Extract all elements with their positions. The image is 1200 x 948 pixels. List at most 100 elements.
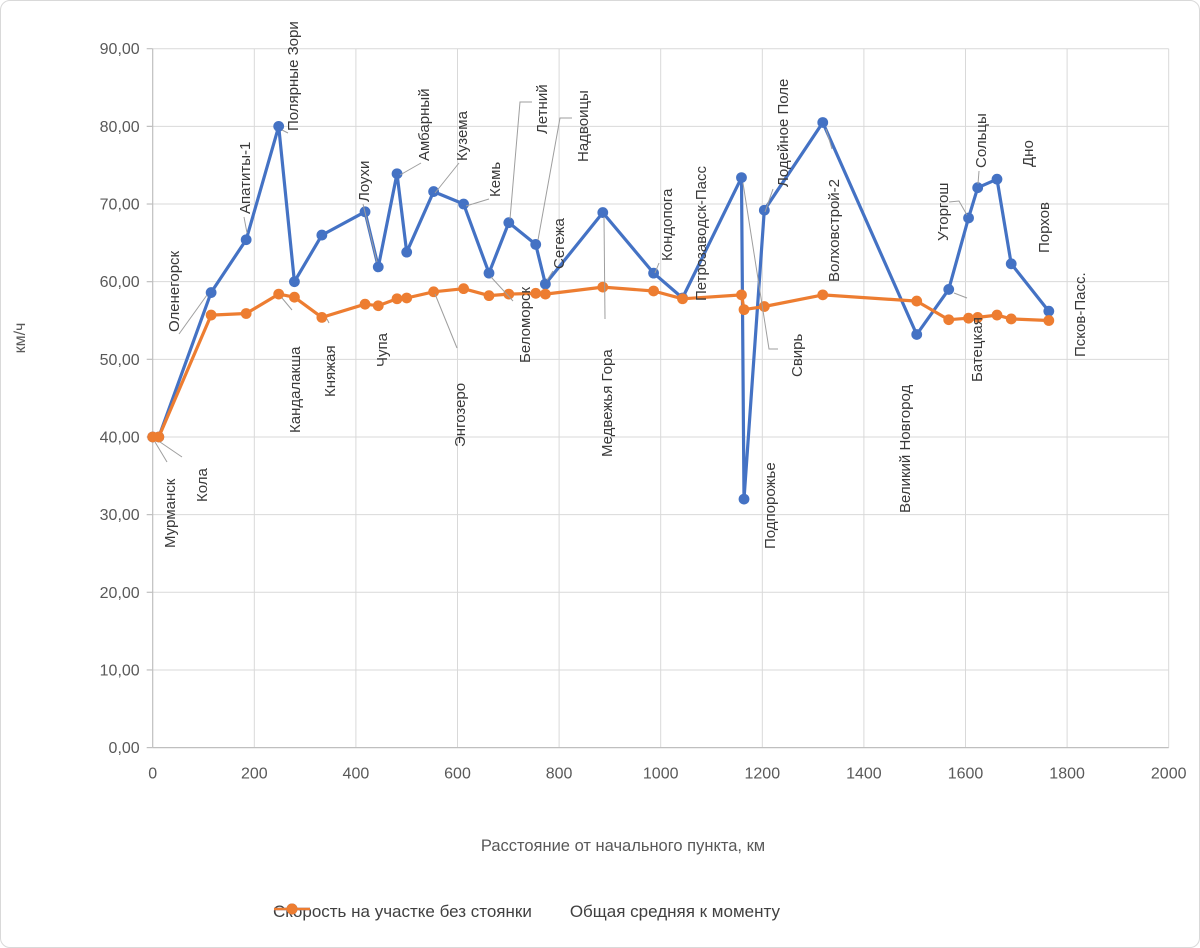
legend-item-average-speed: Общая средняя к моменту [274, 902, 780, 922]
station-label: Кондопога [659, 188, 676, 261]
data-point-marker [597, 207, 609, 218]
legend-marker-average-speed-icon [274, 903, 310, 915]
data-point-marker [911, 295, 923, 307]
data-point-marker [391, 168, 403, 180]
y-tick-label: 40,00 [100, 429, 140, 446]
data-point-marker [483, 290, 495, 302]
tick-labels: 0,00 10,00 20,00 30,00 40,00 50,00 60,00 70,00 8… [100, 41, 1187, 782]
station-label: Уторгош [935, 183, 952, 241]
y-tick-label: 0,00 [109, 740, 140, 757]
data-point-marker [1043, 305, 1055, 317]
station-label: Надвоицы [575, 90, 592, 162]
y-axis-title: км/ч [12, 322, 29, 354]
data-point-marker [391, 293, 403, 305]
y-tick-label: 60,00 [100, 274, 140, 291]
y-tick-label: 90,00 [100, 41, 140, 58]
data-point-marker [359, 298, 371, 310]
station-labels: Мурманск Кола Оленегорск Апатиты-1 Полярные … [162, 21, 1089, 549]
data-point-marker [205, 287, 217, 298]
data-point-marker [648, 267, 659, 279]
data-point-marker [963, 312, 974, 324]
data-point-marker [972, 311, 984, 323]
station-label: Порхов [1036, 202, 1053, 253]
x-tick-label: 200 [241, 766, 268, 783]
label-leader-lines [154, 101, 980, 463]
chart-legend: Скорость на участке без стоянки Общая ср… [273, 902, 780, 922]
data-point-marker [817, 289, 829, 301]
data-point-marker [428, 286, 440, 298]
station-label: Кемь [487, 162, 504, 197]
data-point-marker [736, 172, 747, 184]
station-label: Петрозаводск-Пасс [693, 166, 710, 301]
x-tick-label: 400 [343, 766, 370, 783]
x-tick-label: 1400 [846, 766, 882, 783]
y-tick-label: 50,00 [100, 352, 140, 369]
x-tick-label: 1200 [745, 766, 781, 783]
legend-label-average-speed: Общая средняя к моменту [569, 902, 780, 921]
data-point-marker [372, 261, 384, 273]
station-label: Сольцы [973, 113, 990, 168]
gridlines [152, 48, 1170, 748]
station-label: Оленегорск [166, 250, 183, 332]
x-tick-label: 1800 [1049, 766, 1085, 783]
data-point-marker [597, 281, 609, 293]
station-label: Великий Новгород [897, 385, 914, 513]
data-point-marker [972, 182, 984, 194]
data-point-marker [738, 304, 750, 316]
x-tick-label: 0 [148, 766, 157, 783]
legend-label-segment-speed: Скорость на участке без стоянки [273, 902, 532, 921]
station-label: Псков-Пасс. [1072, 272, 1089, 357]
station-label: Беломорск [517, 287, 534, 363]
data-point-marker [428, 186, 440, 197]
data-point-marker [817, 117, 829, 128]
data-point-marker [943, 284, 955, 295]
y-tick-label: 20,00 [100, 585, 140, 602]
station-label: Сегежа [551, 217, 568, 269]
station-label: Свирь [789, 333, 806, 377]
data-point-marker [153, 431, 165, 443]
data-point-marker [503, 288, 515, 300]
data-point-marker [911, 329, 923, 340]
data-point-marker [530, 287, 542, 299]
data-point-marker [963, 212, 974, 224]
data-point-marker [273, 120, 285, 132]
station-label: Амбарный [416, 88, 433, 161]
legend-item-segment-speed: Скорость на участке без стоянки [273, 902, 532, 922]
station-label: Волховстрой-2 [826, 179, 843, 282]
station-label: Апатиты-1 [237, 142, 254, 214]
data-point-marker [1005, 313, 1017, 325]
station-label: Подпорожье [762, 462, 779, 549]
data-point-marker [240, 308, 252, 319]
y-tick-label: 30,00 [100, 507, 140, 524]
axes [146, 48, 1169, 749]
x-tick-label: 600 [444, 766, 471, 783]
data-point-marker [316, 311, 328, 323]
data-point-marker [273, 288, 285, 300]
station-label: Летний [534, 84, 551, 134]
station-label: Лоухи [356, 161, 373, 202]
x-tick-label: 800 [546, 766, 573, 783]
data-point-marker [401, 292, 413, 304]
station-label: Медвежья Гора [599, 349, 616, 457]
data-point-marker [1043, 315, 1055, 326]
data-point-marker [1005, 258, 1017, 270]
data-point-marker [372, 300, 384, 312]
station-label: Кузема [454, 110, 471, 161]
data-point-marker [991, 173, 1003, 185]
data-point-marker [458, 283, 469, 295]
station-label: Батецкая [969, 317, 986, 382]
data-point-marker [503, 217, 515, 229]
data-point-marker [530, 238, 542, 250]
x-axis-title: Расстояние от начального пункта, км [480, 837, 766, 855]
data-point-marker [758, 204, 770, 216]
station-label: Энгозеро [452, 383, 469, 447]
data-point-marker [205, 309, 217, 321]
x-tick-label: 2000 [1151, 766, 1187, 783]
data-point-marker [458, 198, 469, 210]
y-tick-label: 70,00 [100, 197, 140, 214]
data-point-marker [738, 493, 750, 505]
data-point-marker [758, 301, 770, 312]
station-label: Дно [1020, 140, 1037, 167]
